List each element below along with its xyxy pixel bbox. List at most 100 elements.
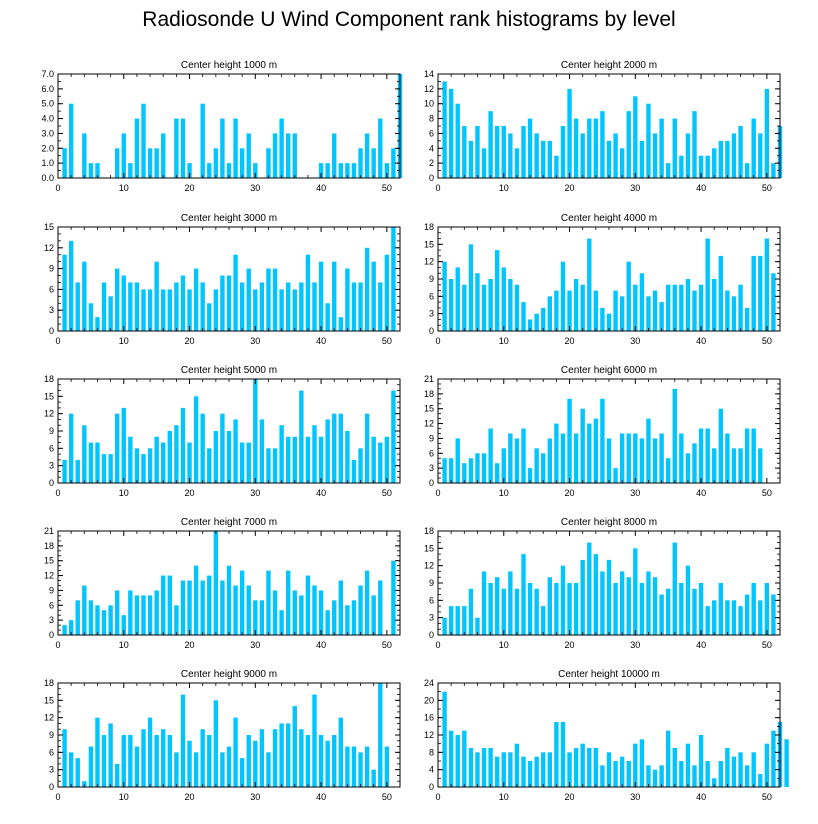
x-tick-label: 40 xyxy=(316,183,326,193)
y-tick-label: 15 xyxy=(44,556,54,566)
histogram-bar xyxy=(567,398,572,483)
histogram-bar xyxy=(626,761,631,787)
histogram-bar xyxy=(121,275,126,331)
histogram-bar xyxy=(378,118,383,178)
histogram-bar xyxy=(207,575,212,635)
histogram-bar xyxy=(672,118,677,178)
histogram-bar xyxy=(141,289,146,331)
histogram-bar xyxy=(332,735,337,787)
histogram-bar xyxy=(220,413,225,483)
y-tick-label: 0.0 xyxy=(41,173,54,183)
histogram-bar xyxy=(338,163,343,178)
histogram-bar xyxy=(207,163,212,178)
y-tick-label: 2 xyxy=(429,158,434,168)
histogram-bar xyxy=(147,595,153,635)
histogram-bar xyxy=(246,268,251,331)
x-tick-label: 0 xyxy=(55,336,60,346)
histogram-bar xyxy=(646,765,651,787)
x-tick-label: 50 xyxy=(762,336,772,346)
histogram-bar xyxy=(573,583,579,635)
x-tick-label: 30 xyxy=(630,488,640,498)
histogram-bar xyxy=(62,148,67,178)
histogram-bar xyxy=(514,148,520,178)
histogram-bar xyxy=(613,290,618,331)
histogram-bar xyxy=(751,583,756,635)
histogram-bar xyxy=(573,433,579,483)
x-tick-label: 0 xyxy=(55,640,60,650)
histogram-bar xyxy=(521,302,526,331)
histogram-bar xyxy=(698,428,704,483)
histogram-bar xyxy=(299,390,304,483)
histogram-bar xyxy=(147,448,153,483)
histogram-bar xyxy=(266,268,271,331)
histogram-bar xyxy=(364,247,370,331)
histogram-bar xyxy=(744,428,750,483)
x-tick-label: 30 xyxy=(630,792,640,802)
histogram-bar xyxy=(378,580,383,635)
histogram-bar xyxy=(685,279,691,331)
y-tick-label: 9 xyxy=(49,264,54,274)
histogram-bar xyxy=(115,413,120,483)
y-tick-label: 20 xyxy=(424,695,434,705)
x-tick-label: 40 xyxy=(696,183,706,193)
histogram-bar xyxy=(187,580,192,635)
histogram-bar xyxy=(514,588,520,635)
histogram-bar xyxy=(475,752,480,787)
histogram-bar xyxy=(226,431,232,483)
y-tick-label: 0 xyxy=(429,630,434,640)
histogram-bar xyxy=(448,88,454,178)
histogram-bar xyxy=(200,103,205,178)
histogram-bar xyxy=(279,118,284,178)
histogram-bar xyxy=(784,739,789,787)
histogram-bar xyxy=(672,748,677,787)
histogram-bar xyxy=(764,238,770,331)
x-tick-label: 30 xyxy=(250,488,260,498)
histogram-bar xyxy=(266,148,271,178)
histogram-bar xyxy=(560,126,566,178)
y-tick-label: 15 xyxy=(424,404,434,414)
y-tick-label: 12 xyxy=(44,409,54,419)
histogram-bar xyxy=(134,746,140,787)
y-tick-label: 24 xyxy=(424,678,434,688)
histogram-bar xyxy=(672,284,677,331)
histogram-bar xyxy=(345,605,350,635)
histogram-bar xyxy=(259,419,265,483)
histogram-bar xyxy=(68,620,74,635)
histogram-bar xyxy=(573,118,579,178)
y-tick-label: 18 xyxy=(424,389,434,399)
histogram-bar xyxy=(593,748,599,787)
panel-title: Center height 1000 m xyxy=(181,60,277,71)
histogram-bar xyxy=(213,289,219,331)
histogram-bar xyxy=(226,275,232,331)
y-tick-label: 8 xyxy=(429,747,434,757)
histogram-bar xyxy=(455,606,460,635)
y-tick-label: 15 xyxy=(424,543,434,553)
x-tick-label: 20 xyxy=(185,336,195,346)
histogram-bar xyxy=(666,284,671,331)
histogram-bar xyxy=(527,761,533,787)
histogram-bar xyxy=(448,458,454,483)
y-tick-label: 1.0 xyxy=(41,158,54,168)
histogram-bar xyxy=(646,418,651,483)
x-tick-label: 10 xyxy=(499,336,509,346)
histogram-bar xyxy=(738,284,743,331)
histogram-bar xyxy=(115,148,120,178)
panel-title: Center height 6000 m xyxy=(561,365,657,376)
histogram-bar xyxy=(731,448,737,483)
y-tick-label: 9 xyxy=(429,433,434,443)
histogram-bar xyxy=(351,746,357,787)
histogram-bar xyxy=(286,436,291,483)
y-tick-label: 21 xyxy=(44,526,54,536)
histogram-bar xyxy=(364,133,370,178)
histogram-bar xyxy=(659,118,664,178)
histogram-bar xyxy=(712,600,717,635)
histogram-bar xyxy=(495,463,500,483)
histogram-bar xyxy=(613,133,618,178)
histogram-bar xyxy=(101,610,107,635)
histogram-panel: Center height 6000 m 0 10 20 30 40 50 0 3 6 9 12 15 1… xyxy=(424,365,781,498)
histogram-bar xyxy=(495,250,500,331)
x-tick-label: 20 xyxy=(185,183,195,193)
histogram-bar xyxy=(358,282,363,331)
histogram-bar xyxy=(272,448,278,483)
histogram-bar xyxy=(758,133,763,178)
